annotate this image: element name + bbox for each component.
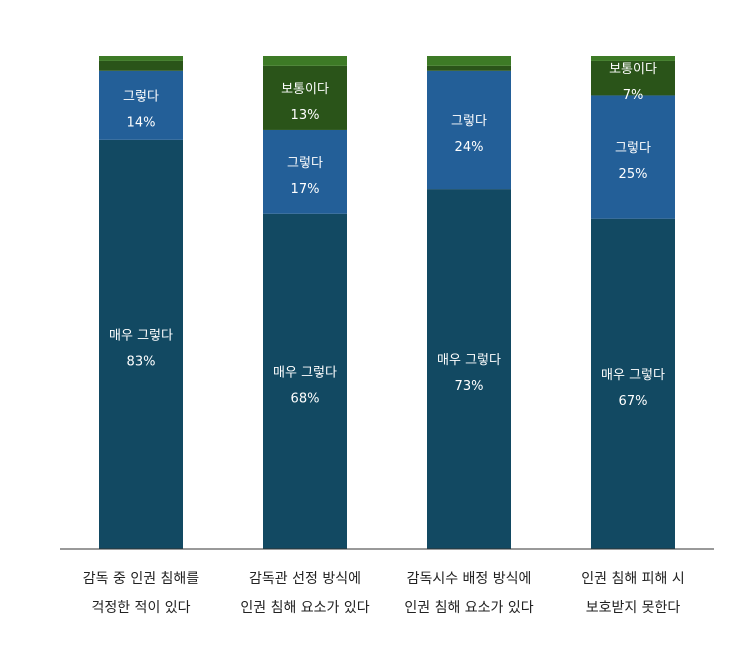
bar-segment-1-2 [99,70,183,140]
category-label-2-line-2: 인권 침해 요소가 있다 [240,600,369,616]
segment-name-label-4-1: 매우 그렇다 [601,368,665,383]
bar-segment-1-4 [99,56,183,61]
bar-segment-1-1 [99,139,183,549]
segment-value-label-2-2: 17% [291,182,320,197]
bar-segment-4-4 [591,56,675,61]
segment-name-label-1-1: 매우 그렇다 [109,328,173,343]
segment-value-label-2-3: 13% [291,108,320,123]
segment-value-label-1-2: 14% [127,115,156,130]
bar-segment-3-4 [427,56,511,66]
segment-name-label-1-2: 그렇다 [123,89,159,104]
category-label-3-line-2: 인권 침해 요소가 있다 [404,600,533,616]
category-label-4-line-2: 보호받지 못한다 [586,600,681,616]
bar-segment-2-1 [263,213,347,549]
category-label-1-line-1: 감독 중 인권 침해를 [83,571,200,587]
segment-name-label-4-3: 보통이다 [609,62,657,77]
bar-segment-3-2 [427,70,511,190]
bar-segment-2-2 [263,129,347,214]
segment-value-label-4-1: 67% [619,394,648,409]
bar-segment-1-3 [99,60,183,71]
bar-segment-3-1 [427,189,511,550]
category-label-1-line-2: 걱정한 적이 있다 [91,600,190,616]
segment-name-label-2-2: 그렇다 [287,156,323,171]
bar-segment-2-3 [263,65,347,130]
segment-name-label-4-2: 그렇다 [615,141,651,156]
segment-value-label-3-2: 24% [455,140,484,155]
bar-segment-4-1 [591,218,675,549]
category-label-4-line-1: 인권 침해 피해 시 [581,571,685,587]
bar-segment-4-3 [591,60,675,96]
segment-value-label-2-1: 68% [291,391,320,406]
bars-group: 매우 그렇다 83% 그렇다 14% 매우 그렇다 68% 그렇다 17% 보통이다 13% 매우 … [99,56,675,550]
segment-value-label-3-1: 73% [455,379,484,394]
segment-name-label-3-1: 매우 그렇다 [437,353,501,368]
bar-segment-3-3 [427,65,511,71]
segment-value-label-4-2: 25% [619,167,648,182]
segment-name-label-2-1: 매우 그렇다 [273,365,337,380]
segment-value-label-1-1: 83% [127,354,156,369]
category-label-2-line-1: 감독관 선정 방식에 [249,571,361,587]
segment-value-label-4-3: 7% [623,88,644,103]
bar-segment-2-4 [263,56,347,66]
category-label-3-line-1: 감독시수 배정 방식에 [407,571,532,587]
segment-name-label-3-2: 그렇다 [451,114,487,129]
segment-name-label-2-3: 보통이다 [281,82,329,97]
bar-segment-4-2 [591,95,675,219]
